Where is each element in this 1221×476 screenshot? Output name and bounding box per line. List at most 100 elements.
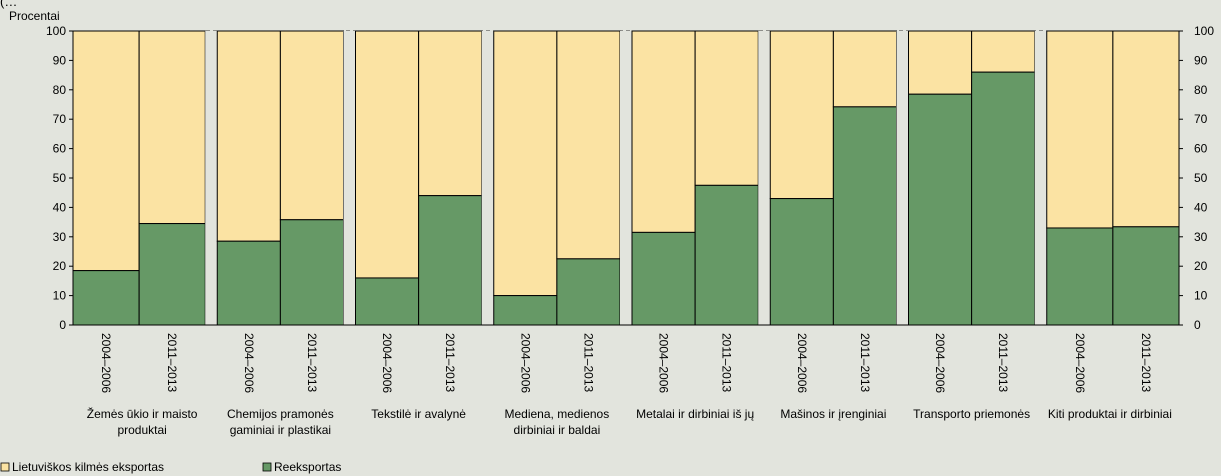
y-tick-label-right: 90 (1194, 53, 1208, 67)
x-tick-label: 2004–2006 (242, 333, 256, 393)
x-tick-label: 2004–2006 (1073, 333, 1087, 393)
y-tick-label-left: 10 (53, 289, 67, 303)
bar-segment-reeksportas (556, 258, 621, 326)
group-separator (758, 31, 771, 325)
x-tick-label: 2011–2013 (443, 333, 457, 393)
category-label-line: dirbiniai ir baldai (514, 423, 601, 437)
bar-segment-reeksportas (908, 93, 973, 326)
plot-area: 2004–2006 2011–2013 Žemės ūkio ir maisto pr… (46, 24, 1214, 437)
bar-segment-reeksportas (493, 295, 558, 326)
category-label: Mediena, medienos dirbiniai ir baldai (505, 407, 610, 437)
bar-segment-reeksportas (216, 240, 281, 326)
category-label-line: Metalai ir dirbiniai iš jų (636, 407, 754, 421)
x-tick-label: 2004–2006 (933, 333, 947, 393)
y-tick-label-left: 100 (46, 24, 66, 38)
category-label-line: Transporto priemonės (913, 407, 1030, 421)
group-separator (1034, 31, 1047, 325)
bar-segment-reeksportas (418, 195, 483, 326)
y-tick-label-right: 40 (1194, 200, 1208, 214)
y-tick-label-left: 50 (53, 171, 67, 185)
top-note: (… (0, 0, 17, 9)
bar-segment-reeksportas (1046, 227, 1114, 326)
legend: Lietuviškos kilmės eksportas Reeksportas (0, 460, 341, 474)
bar-segment-reeksportas (138, 223, 206, 326)
group-separator (481, 31, 494, 325)
category-label: Žemės ūkio ir maisto produktai (87, 406, 198, 437)
y-tick-label-left: 0 (59, 318, 66, 332)
category-label: Tekstilė ir avalynė (371, 407, 466, 421)
category-label-line: gaminiai ir plastikai (230, 423, 331, 437)
y-tick-label-left: 30 (53, 230, 67, 244)
y-tick-label-right: 10 (1194, 289, 1208, 303)
legend-label: Lietuviškos kilmės eksportas (12, 460, 164, 474)
bar-segment-lietuviskos-kilmes-eksportas (418, 30, 483, 197)
category-label-line: Žemės ūkio ir maisto (87, 406, 198, 421)
category-label-line: Mašinos ir įrenginiai (780, 407, 886, 421)
group-separator (205, 31, 218, 325)
category-label: Mašinos ir įrenginiai (780, 407, 886, 421)
group-separator (620, 31, 632, 325)
bar-segment-lietuviskos-kilmes-eksportas (556, 30, 621, 260)
top-note-text: (… (0, 0, 17, 9)
category-label: Metalai ir dirbiniai iš jų (636, 407, 754, 421)
x-tick-label: 2011–2013 (720, 333, 734, 393)
legend-swatch (262, 462, 272, 472)
legend-swatch (0, 462, 10, 472)
x-tick-label: 2004–2006 (99, 333, 113, 393)
bar-segment-lietuviskos-kilmes-eksportas (72, 30, 140, 272)
y-tick-label-right: 60 (1194, 142, 1208, 156)
y-tick-label-right: 100 (1194, 24, 1214, 38)
x-tick-label: 2004–2006 (518, 333, 532, 393)
y-tick-label-left: 80 (53, 83, 67, 97)
category-label: Transporto priemonės (913, 407, 1030, 421)
group-separator (343, 31, 356, 325)
bar-segment-lietuviskos-kilmes-eksportas (769, 30, 834, 200)
y-tick-label-right: 50 (1194, 171, 1208, 185)
bar-segment-lietuviskos-kilmes-eksportas (908, 30, 973, 95)
x-tick-label: 2011–2013 (996, 333, 1010, 393)
bar-segment-lietuviskos-kilmes-eksportas (832, 30, 897, 108)
y-tick-label-left: 60 (53, 142, 67, 156)
x-tick-label: 2004–2006 (380, 333, 394, 393)
bar-segment-reeksportas (1112, 226, 1180, 326)
bar-segment-lietuviskos-kilmes-eksportas (493, 30, 558, 297)
bar-segment-lietuviskos-kilmes-eksportas (1046, 30, 1114, 229)
legend-label: Reeksportas (274, 460, 341, 474)
category-label: Kiti produktai ir dirbiniai (1048, 407, 1172, 421)
category-label-line: produktai (117, 423, 166, 437)
bar-segment-lietuviskos-kilmes-eksportas (631, 30, 696, 233)
y-tick-label-left: 20 (53, 259, 67, 273)
bar-segment-reeksportas (832, 106, 897, 326)
y-tick-label-right: 70 (1194, 112, 1208, 126)
y-tick-label-right: 80 (1194, 83, 1208, 97)
category-label: Chemijos pramonės gaminiai ir plastikai (227, 407, 334, 437)
bar-segment-lietuviskos-kilmes-eksportas (138, 30, 206, 225)
bar-segment-lietuviskos-kilmes-eksportas (971, 30, 1036, 73)
bar-segment-reeksportas (971, 71, 1036, 326)
x-tick-label: 2011–2013 (858, 333, 872, 393)
y-axis-unit-label: Procentai (9, 9, 60, 23)
y-tick-label-right: 0 (1194, 318, 1201, 332)
y-tick-label-right: 20 (1194, 259, 1208, 273)
category-label-line: Chemijos pramonės (227, 407, 334, 421)
x-tick-label: 2011–2013 (165, 333, 179, 393)
category-label-line: Tekstilė ir avalynė (371, 407, 466, 421)
y-tick-label-left: 70 (53, 112, 67, 126)
bar-segment-lietuviskos-kilmes-eksportas (279, 30, 344, 221)
bar-segment-lietuviskos-kilmes-eksportas (355, 30, 420, 279)
category-label-line: Mediena, medienos (505, 407, 610, 421)
bar-segment-reeksportas (72, 270, 140, 326)
y-tick-label-right: 30 (1194, 230, 1208, 244)
bar-segment-reeksportas (694, 184, 759, 326)
x-tick-label: 2011–2013 (581, 333, 595, 393)
x-tick-label: 2004–2006 (795, 333, 809, 393)
x-tick-label: 2011–2013 (305, 333, 319, 393)
y-tick-label-left: 90 (53, 53, 67, 67)
bar-segment-reeksportas (355, 277, 420, 326)
bar-segment-lietuviskos-kilmes-eksportas (216, 30, 281, 242)
category-label-line: Kiti produktai ir dirbiniai (1048, 407, 1172, 421)
bar-segment-reeksportas (769, 198, 834, 326)
bar-segment-reeksportas (631, 231, 696, 326)
bar-segment-reeksportas (279, 219, 344, 326)
